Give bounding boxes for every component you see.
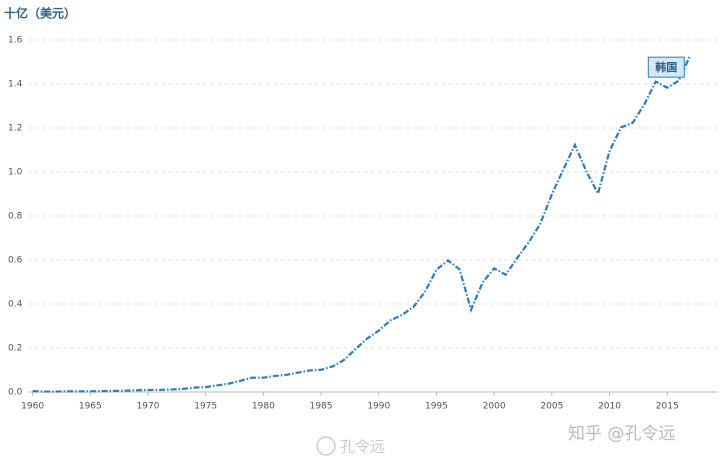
x-tick-label: 1995 (425, 402, 448, 412)
y-tick-label: 1.4 (8, 80, 23, 90)
y-tick-label: 1.6 (8, 36, 23, 46)
x-tick-label: 1965 (79, 402, 102, 412)
x-tick-label: 2005 (540, 402, 563, 412)
x-tick-label: 1970 (137, 402, 160, 412)
data-line (32, 54, 692, 393)
series-label-box (647, 56, 685, 78)
chart-title: 十亿（美元） (4, 6, 76, 21)
y-tick-label: 0.4 (8, 300, 23, 310)
y-tick-label: 0.0 (8, 388, 23, 398)
y-tick-label: 1.2 (8, 124, 22, 134)
y-tick-label: 1.0 (8, 168, 23, 178)
x-tick-label: 2000 (483, 402, 506, 412)
legend-label: 韩国 (655, 60, 677, 74)
weibo-icon (316, 436, 336, 456)
x-tick-label: 1985 (310, 402, 333, 412)
watermark: 孔令远 (340, 438, 385, 456)
x-tick-label: 2010 (598, 402, 621, 412)
series-label: 韩国 (647, 56, 685, 78)
x-tick-label: 2015 (656, 402, 679, 412)
watermark: 知乎 @孔令远 (568, 424, 675, 444)
x-tick-label: 1990 (367, 402, 390, 412)
x-tick-label: 1960 (21, 402, 44, 412)
y-tick-label: 0.6 (8, 256, 23, 266)
y-tick-label: 0.2 (8, 344, 22, 354)
y-tick-label: 0.8 (8, 212, 23, 222)
x-tick-label: 1980 (252, 402, 275, 412)
weibo-watermark: 孔令远 (316, 436, 385, 456)
x-tick-label: 1975 (194, 402, 217, 412)
